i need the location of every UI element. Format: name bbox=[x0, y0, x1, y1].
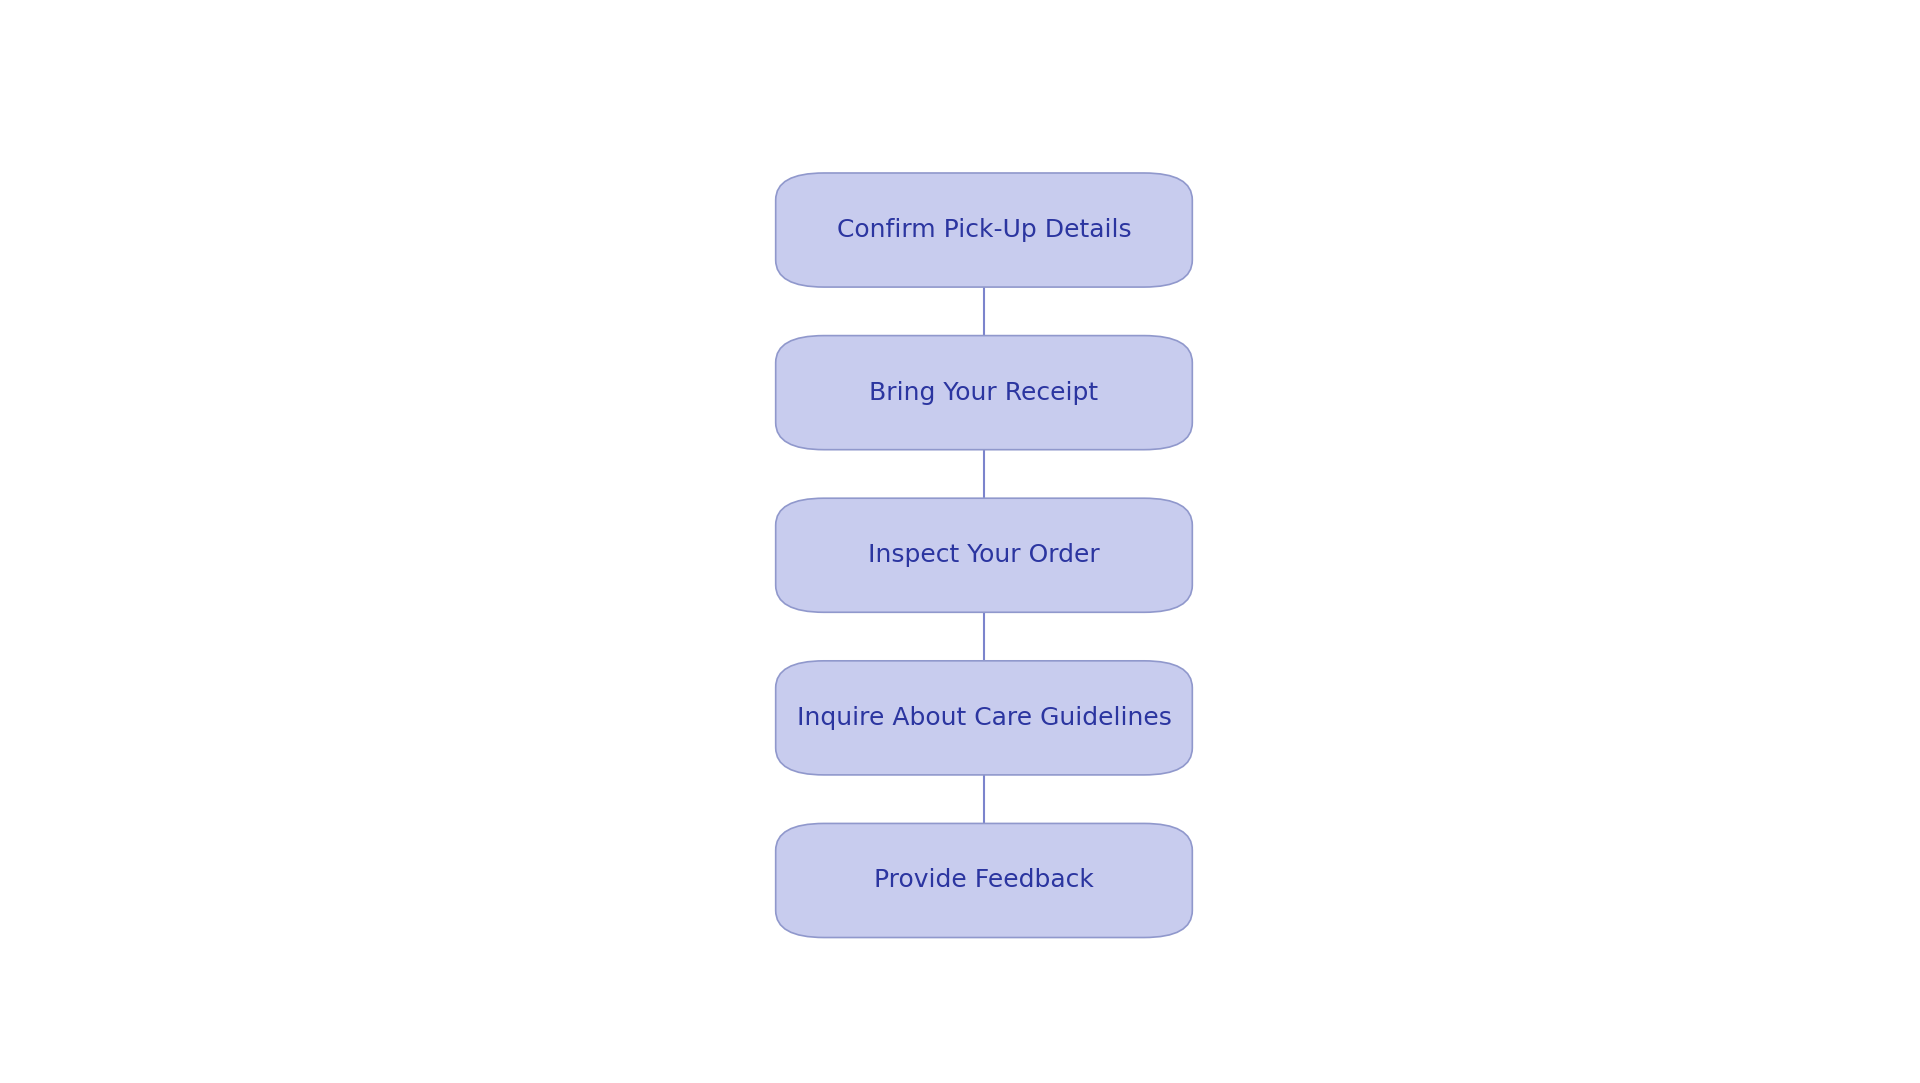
Text: Confirm Pick-Up Details: Confirm Pick-Up Details bbox=[837, 218, 1131, 242]
Text: Inquire About Care Guidelines: Inquire About Care Guidelines bbox=[797, 706, 1171, 730]
Text: Provide Feedback: Provide Feedback bbox=[874, 869, 1094, 892]
Text: Bring Your Receipt: Bring Your Receipt bbox=[870, 380, 1098, 405]
Text: Inspect Your Order: Inspect Your Order bbox=[868, 544, 1100, 567]
FancyBboxPatch shape bbox=[776, 661, 1192, 775]
FancyBboxPatch shape bbox=[776, 498, 1192, 612]
FancyBboxPatch shape bbox=[776, 336, 1192, 449]
FancyBboxPatch shape bbox=[776, 823, 1192, 938]
FancyBboxPatch shape bbox=[776, 173, 1192, 287]
